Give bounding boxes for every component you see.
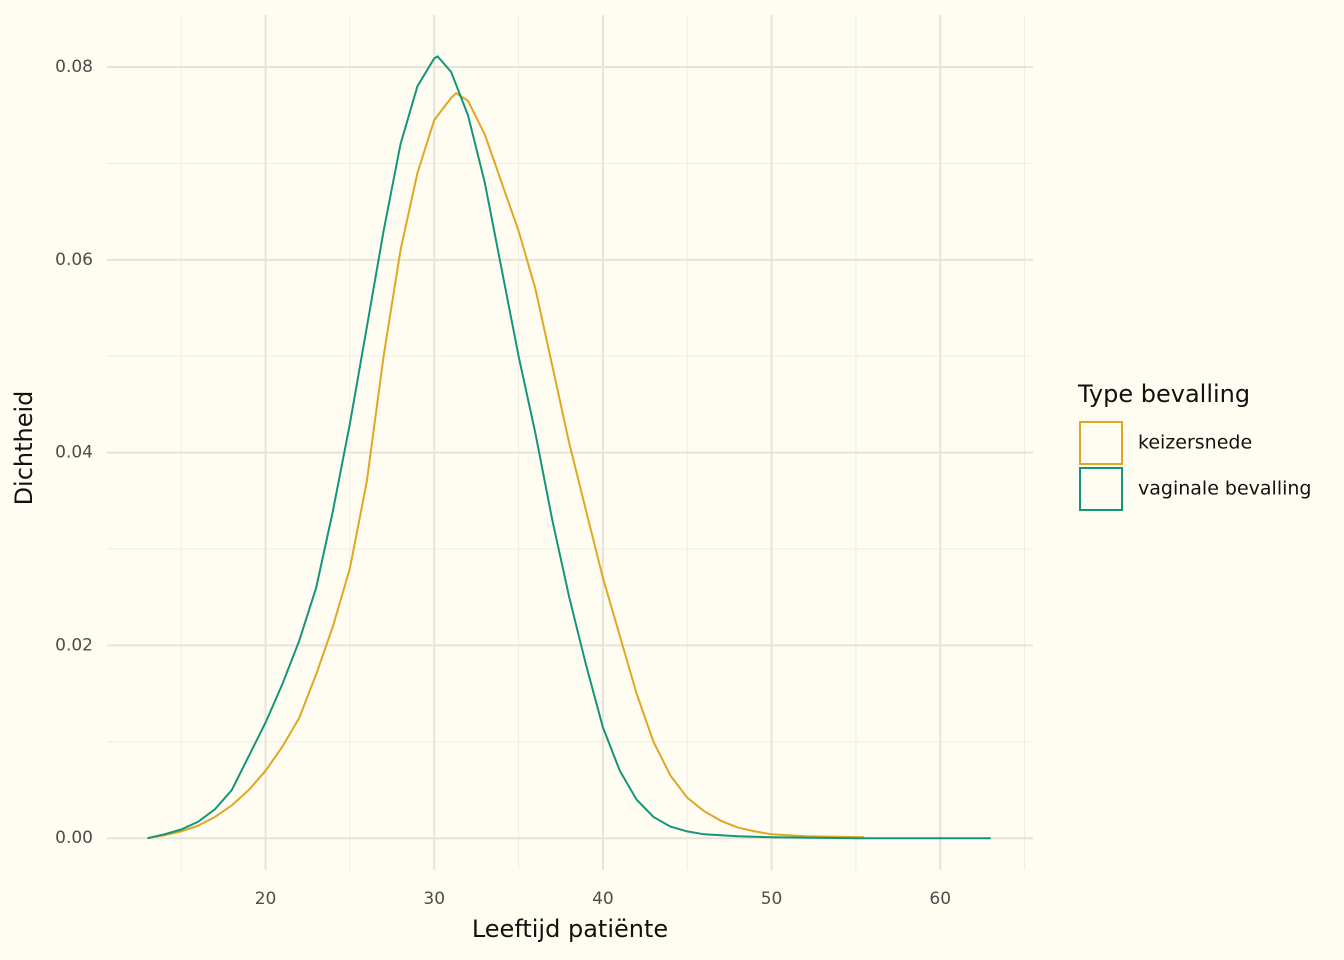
density-line — [147, 55, 991, 840]
y-tick-label: 0.04 — [55, 443, 93, 463]
legend-key — [1079, 467, 1123, 511]
legend-label: keizersnede — [1138, 432, 1252, 454]
legend-key — [1079, 421, 1123, 465]
y-tick-label: 0.00 — [55, 828, 93, 848]
y-tick-label: 0.02 — [55, 635, 93, 655]
x-tick-label: 50 — [761, 889, 783, 909]
x-tick-label: 30 — [423, 889, 445, 909]
x-tick-label: 60 — [929, 889, 951, 909]
x-axis-label: Leeftijd patiënte — [472, 915, 668, 943]
y-tick-label: 0.08 — [55, 57, 93, 77]
y-axis-label: Dichtheid — [10, 391, 38, 506]
x-tick-label: 20 — [255, 889, 277, 909]
density-line — [147, 91, 865, 840]
legend-label: vaginale bevalling — [1138, 478, 1312, 500]
y-tick-label: 0.06 — [55, 250, 93, 270]
x-tick-label: 40 — [592, 889, 614, 909]
legend-title: Type bevalling — [1077, 380, 1250, 408]
